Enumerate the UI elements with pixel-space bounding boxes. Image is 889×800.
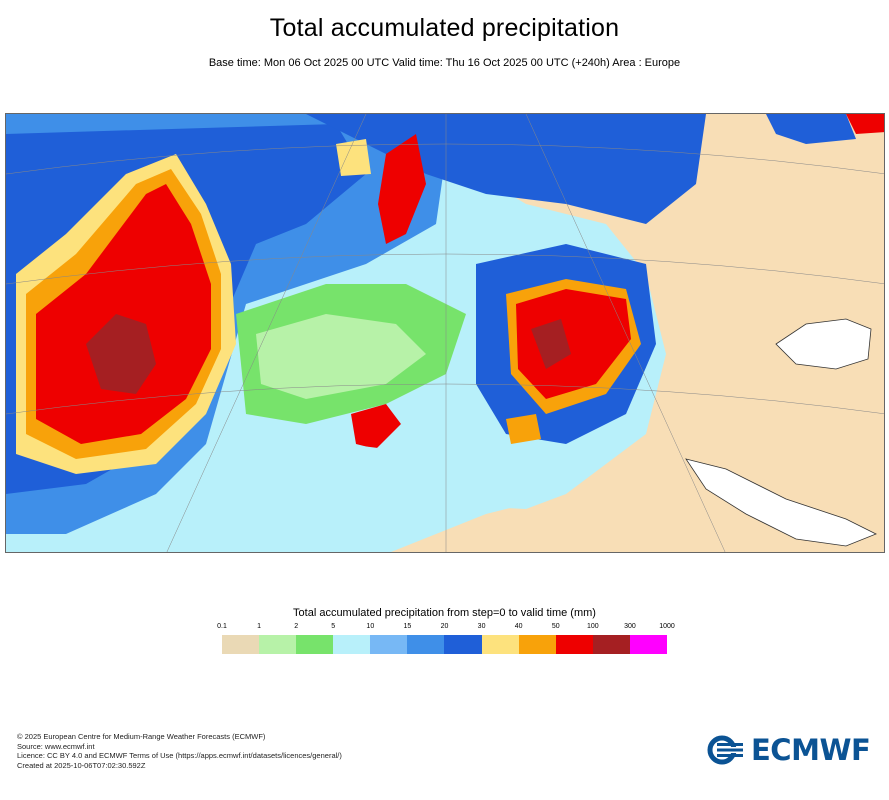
legend-tick-label: 40 xyxy=(514,623,523,630)
precip-arctic-blue xyxy=(766,114,856,144)
legend-color-bar xyxy=(222,635,667,654)
legend-color-swatch xyxy=(629,635,667,654)
legend-tick-label: 20 xyxy=(440,623,449,630)
graticule xyxy=(6,114,884,552)
precipitation-map-canvas xyxy=(6,114,884,552)
precip-east-darkred xyxy=(531,319,571,369)
legend-tick-label: 300 xyxy=(624,623,636,630)
legend-tick-label: 10 xyxy=(366,623,375,630)
footer-licence: Licence: CC BY 4.0 and ECMWF Terms of Us… xyxy=(17,751,342,760)
footer-copyright: © 2025 European Centre for Medium-Range … xyxy=(17,732,266,741)
legend-color-swatch xyxy=(407,635,445,654)
precip-balkans-orange xyxy=(506,414,541,444)
map-subtitle: Base time: Mon 06 Oct 2025 00 UTC Valid … xyxy=(208,57,681,69)
precip-east-red xyxy=(516,289,631,399)
ecmwf-logo-icon xyxy=(707,735,747,765)
legend-tick-label: 15 xyxy=(403,623,412,630)
legend-color-swatch xyxy=(518,635,556,654)
legend-title: Total accumulated precipitation from ste… xyxy=(293,607,596,619)
legend-color-swatch xyxy=(222,635,260,654)
legend-color-swatch xyxy=(296,635,334,654)
ecmwf-logo-text: ECMWF xyxy=(751,733,871,767)
legend-tick-label: 5 xyxy=(331,623,336,630)
legend-tick-label: 50 xyxy=(551,623,560,630)
map-title: Total accumulated precipitation xyxy=(269,14,620,42)
precip-italy-red xyxy=(351,404,401,449)
precip-atlantic-darkred xyxy=(86,314,156,394)
precip-arctic-red xyxy=(846,114,884,134)
legend-tick-label: 1000 xyxy=(659,623,675,630)
footer-created: Created at 2025-10-06T07:02:30.592Z xyxy=(17,760,146,770)
legend-color-swatch xyxy=(555,635,593,654)
legend-color-swatch xyxy=(444,635,482,654)
legend-color-swatch xyxy=(259,635,297,654)
precip-atlantic-red xyxy=(36,184,211,444)
legend-color-swatch xyxy=(592,635,630,654)
legend-tick-label: 100 xyxy=(586,623,599,630)
footer-credits: © 2025 European Centre for Medium-Range … xyxy=(17,732,342,770)
legend-tick-label: 1 xyxy=(257,623,262,630)
legend-tick-label: 2 xyxy=(294,623,299,630)
legend-ticks: 0.1 1 2 5 10 15 20 30 40 50 100 300 1000 xyxy=(217,623,675,633)
precip-norway-red xyxy=(378,134,426,244)
legend-color-swatch xyxy=(370,635,408,654)
legend-color-swatch xyxy=(333,635,371,654)
precip-med-light xyxy=(246,444,566,509)
precip-central-lightgreen xyxy=(256,314,426,399)
black-sea xyxy=(775,318,872,370)
caspian-east-sea xyxy=(685,458,877,547)
ecmwf-logo: ECMWF xyxy=(707,733,873,767)
footer-source: Source: www.ecmwf.int xyxy=(17,741,95,751)
legend-tick-label: 0.1 xyxy=(217,623,227,630)
legend-tick-label: 30 xyxy=(477,623,486,630)
precipitation-map xyxy=(5,113,885,553)
legend-color-swatch xyxy=(481,635,519,654)
precip-north-yellow xyxy=(336,139,371,176)
